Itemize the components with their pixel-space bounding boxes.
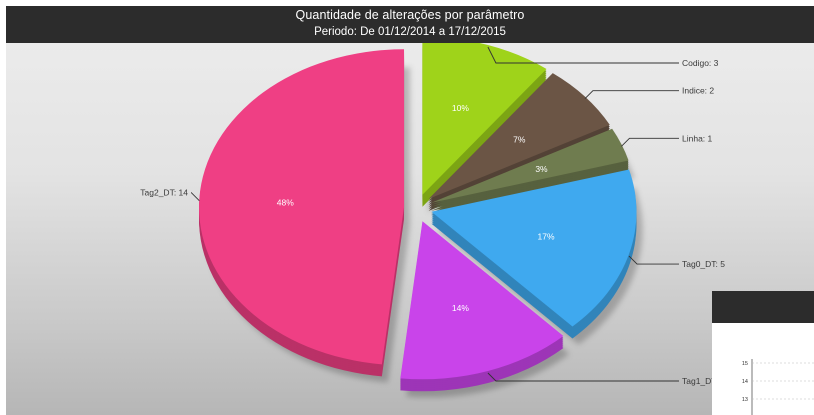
pie-slice-0[interactable] bbox=[422, 43, 547, 195]
callout-label: Indice: 2 bbox=[682, 86, 714, 96]
second-chart-tick-label: 14 bbox=[742, 379, 748, 385]
second-chart-window: 15 14 13 bbox=[712, 291, 814, 415]
pie-slice-3[interactable] bbox=[431, 169, 637, 327]
callout-label: Tag1_DT: 4 bbox=[682, 376, 725, 386]
callout-line bbox=[584, 90, 679, 99]
callout-label: Codigo: 3 bbox=[682, 58, 719, 68]
callout-label: Linha: 1 bbox=[682, 133, 713, 143]
callout-line bbox=[487, 46, 679, 64]
chart-header: Quantidade de alterações por parâmetro P… bbox=[6, 6, 814, 43]
pie-chart: 10% 7% 3% 17% 14% 48% Codigo: 3 Indice: 2 Linha:… bbox=[140, 43, 725, 398]
callout-line bbox=[487, 372, 679, 382]
slice-percent-label: 14% bbox=[452, 303, 469, 313]
pie-slice-2[interactable] bbox=[431, 128, 629, 203]
slice-percent-label: 48% bbox=[277, 197, 294, 207]
callout-label: Tag2_DT: 14 bbox=[140, 188, 188, 198]
pie-slice-1[interactable] bbox=[428, 73, 610, 199]
chart-window: Quantidade de alterações por parâmetro P… bbox=[6, 6, 814, 415]
second-chart-tick-label: 15 bbox=[742, 361, 748, 367]
callout-label: Tag0_DT: 5 bbox=[682, 259, 725, 269]
pie-slice-5[interactable] bbox=[199, 49, 405, 365]
second-chart-axis: 15 14 13 bbox=[742, 359, 814, 415]
callout-line bbox=[621, 137, 679, 147]
callout-line bbox=[191, 192, 200, 202]
slice-percent-label: 10% bbox=[452, 103, 469, 113]
chart-area: 10% 7% 3% 17% 14% 48% Codigo: 3 Indice: 2 Linha:… bbox=[6, 43, 814, 415]
second-chart-tick-label: 13 bbox=[742, 397, 748, 403]
pie-slice-4[interactable] bbox=[400, 221, 564, 380]
chart-subtitle: Periodo: De 01/12/2014 a 17/12/2015 bbox=[314, 26, 506, 38]
slice-percent-label: 17% bbox=[538, 231, 555, 241]
callout-line bbox=[628, 255, 679, 265]
slice-percent-label: 7% bbox=[513, 135, 526, 145]
second-chart-header bbox=[712, 291, 814, 323]
slice-percent-label: 3% bbox=[535, 164, 548, 174]
chart-title: Quantidade de alterações por parâmetro bbox=[295, 8, 525, 22]
